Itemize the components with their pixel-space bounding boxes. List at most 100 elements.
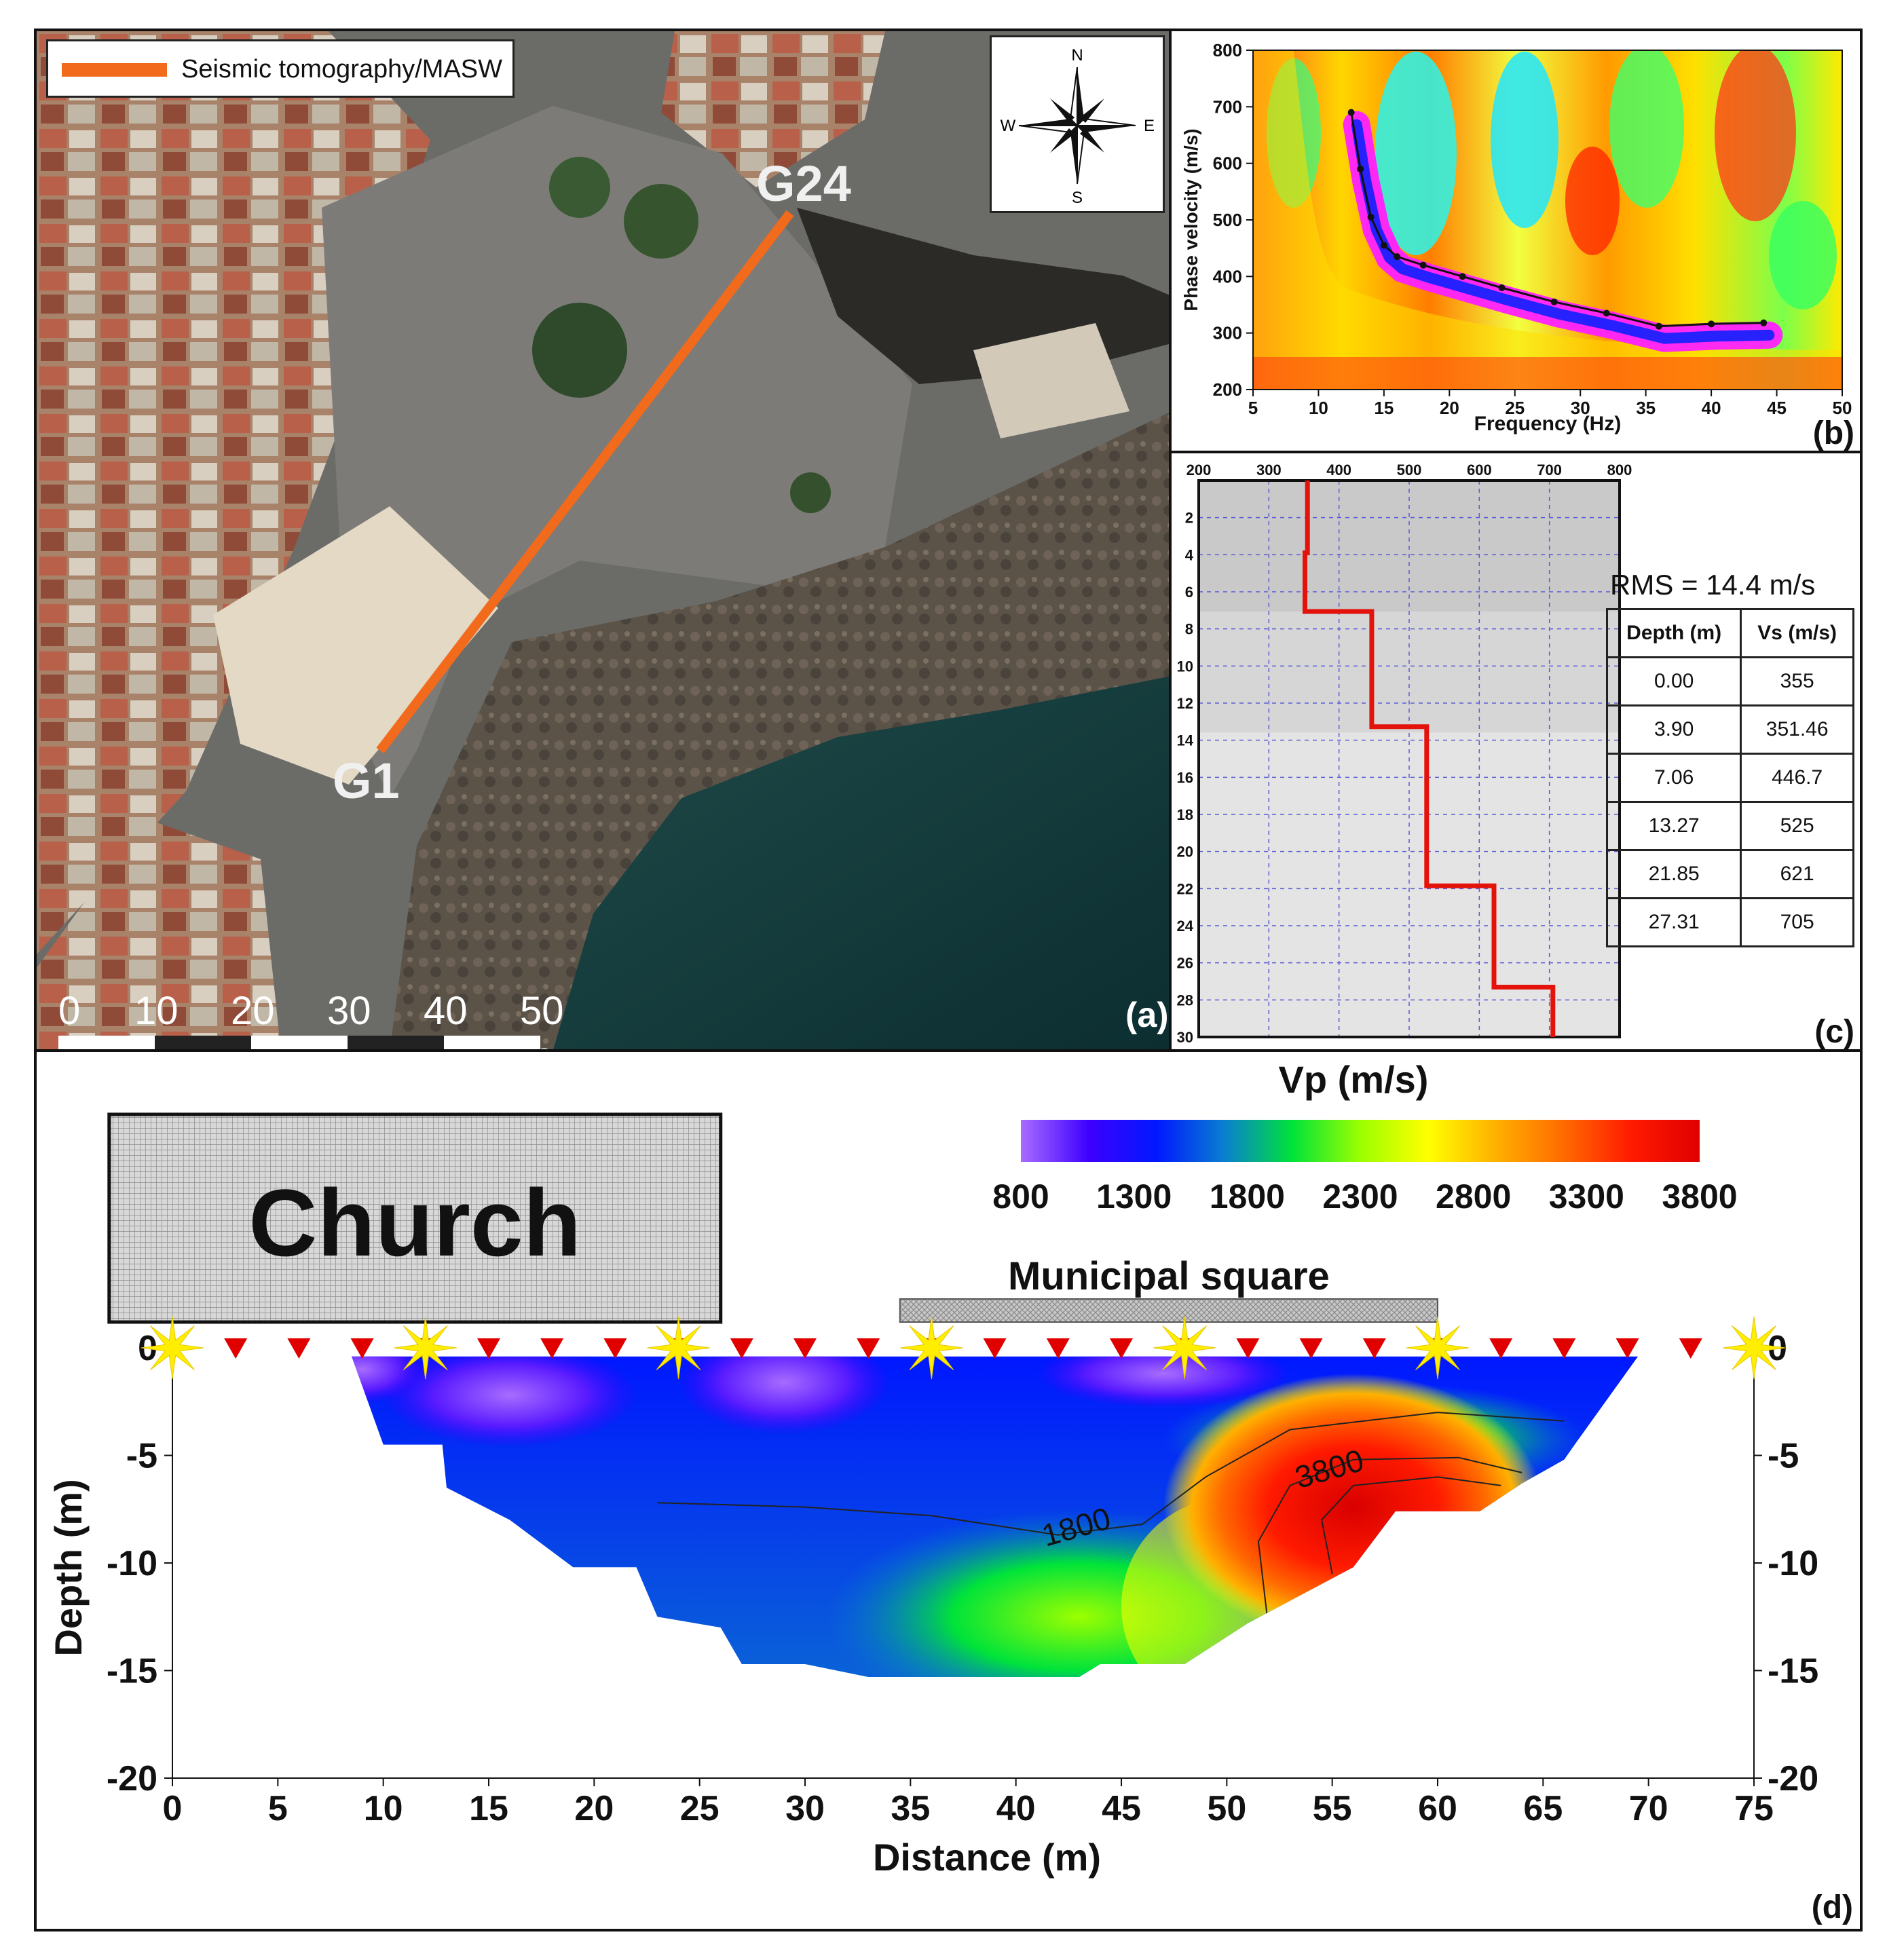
panel-label-c: (c) <box>1814 1014 1854 1050</box>
municipal-square-label: Municipal square <box>1008 1254 1330 1298</box>
tomogram-axes: 05101520253035404550556065707500-5-5-10-… <box>107 1329 1818 1828</box>
geophone-triangle-icon <box>730 1338 753 1359</box>
aerial-image <box>37 31 1172 1052</box>
x-tick-label: 35 <box>891 1789 930 1828</box>
panel-label-b: (b) <box>1812 415 1854 451</box>
legend-swatch <box>62 63 167 77</box>
x-tick-label: 15 <box>469 1789 508 1828</box>
x-tick-label: 400 <box>1326 461 1351 478</box>
panel-b-dispersion: 5 10 15 20 25 30 35 40 45 50 200 300 400 500 600 700 800… <box>1169 29 1863 456</box>
y-tick-label: 200 <box>1213 379 1242 400</box>
x-tick-label: 40 <box>996 1789 1036 1828</box>
geophone-triangle-icon <box>1679 1338 1702 1359</box>
x-tick-label: 50 <box>1833 398 1852 418</box>
y-tick-label: 12 <box>1177 695 1193 712</box>
tomogram-xlabel: Distance (m) <box>873 1836 1101 1879</box>
panel-a-map: Seismic tomography/MASW N S W E <box>34 29 1174 1078</box>
x-tick-label: 35 <box>1636 398 1656 418</box>
x-tick-label: 10 <box>364 1789 403 1828</box>
table-cell: 621 <box>1740 849 1854 899</box>
y-tick-label: 300 <box>1213 323 1242 343</box>
y-tick-label: 400 <box>1213 266 1242 286</box>
shot-star-icon <box>141 1316 204 1380</box>
table-cell: 13.27 <box>1605 801 1742 851</box>
y-tick-label: -20 <box>107 1759 157 1798</box>
y-tick-label: 20 <box>1177 844 1193 861</box>
table-cell: 7.06 <box>1605 753 1742 803</box>
geophone-triangle-icon <box>287 1338 311 1359</box>
y-tick-label: 16 <box>1177 769 1193 786</box>
colorbar-tick-label: 800 <box>992 1177 1049 1215</box>
x-tick-label: 0 <box>163 1789 183 1828</box>
geophone-triangle-icon <box>1110 1338 1133 1359</box>
x-tick-label: 700 <box>1537 461 1562 478</box>
table-cell: 351.46 <box>1740 704 1854 755</box>
scale-label: 30 <box>327 989 371 1033</box>
colorbar-ticks: 800 1300 1800 2300 2800 3300 3800 <box>992 1177 1737 1215</box>
x-tick-label: 20 <box>574 1789 614 1828</box>
x-tick-label: 40 <box>1702 398 1721 418</box>
compass-rose: N S W E <box>990 35 1165 213</box>
dispersion-point <box>1459 273 1466 280</box>
x-tick-label: 10 <box>1309 398 1328 418</box>
y-tick-label: 30 <box>1177 1029 1193 1046</box>
table-cell: 355 <box>1740 656 1854 706</box>
geophone-triangle-icon <box>793 1338 817 1359</box>
y-tick-label: 800 <box>1213 40 1242 60</box>
table-row: 27.31 705 <box>1605 897 1854 947</box>
survey-line-layer: G24 G1 <box>333 155 851 809</box>
shot-star-icon <box>394 1316 457 1380</box>
compass-star-icon <box>1018 67 1136 185</box>
x-tick-label: 45 <box>1102 1789 1141 1828</box>
colorbar-tick-label: 3800 <box>1662 1177 1737 1215</box>
table-row: 0.00 355 <box>1605 656 1854 706</box>
geophone-triangle-icon <box>540 1338 564 1359</box>
x-tick-label: 15 <box>1374 398 1394 418</box>
y-tick-label: -15 <box>107 1652 157 1691</box>
church-block <box>107 1112 723 1324</box>
shot-markers <box>141 1316 1786 1380</box>
table-header-row: Depth (m) Vs (m/s) <box>1605 608 1854 658</box>
x-tick-label: 50 <box>1207 1789 1246 1828</box>
geophone-triangle-icon <box>224 1338 248 1359</box>
y-tick-label: 18 <box>1177 806 1193 823</box>
y-tick-label: 500 <box>1213 210 1242 230</box>
panel-label-d: (d) <box>1811 1889 1853 1925</box>
geophone-triangle-icon <box>1489 1338 1513 1359</box>
y-tick-label: -5 <box>126 1437 157 1476</box>
y-tick-label: 600 <box>1213 153 1242 174</box>
y-tick-label: 700 <box>1213 96 1242 117</box>
compass-s: S <box>1072 189 1083 207</box>
colorbar-tick-label: 2800 <box>1436 1177 1511 1215</box>
legend-label: Seismic tomography/MASW <box>181 55 503 83</box>
colorbar-tick-label: 1300 <box>1096 1177 1172 1215</box>
geophone-triangle-icon <box>1615 1338 1639 1359</box>
y-tick-label: 8 <box>1185 621 1193 638</box>
dispersion-point <box>1708 320 1715 328</box>
dispersion-point <box>1760 319 1768 326</box>
x-tick-label: 65 <box>1523 1789 1563 1828</box>
dispersion-point <box>1380 242 1387 249</box>
y-tick-label: 14 <box>1177 732 1194 749</box>
municipal-square-block <box>899 1298 1439 1323</box>
geophone-triangle-icon <box>983 1338 1007 1359</box>
dispersion-ylabel: Phase velocity (m/s) <box>1180 128 1201 311</box>
colorbar-tick-label: 1800 <box>1210 1177 1285 1215</box>
scale-label: 0 <box>58 989 81 1033</box>
scale-label: 20 <box>231 989 275 1033</box>
y-tick-label: 22 <box>1177 880 1193 897</box>
table-header: Depth (m) <box>1605 608 1742 658</box>
y-tick-label: 28 <box>1177 992 1193 1009</box>
dispersion-heatmap <box>1253 50 1842 390</box>
table-cell: 525 <box>1740 801 1854 851</box>
x-tick-label: 600 <box>1467 461 1492 478</box>
seismic-line <box>376 210 794 754</box>
x-tick-label: 800 <box>1607 461 1632 478</box>
geophone-triangle-icon <box>1362 1338 1386 1359</box>
compass-n: N <box>1071 46 1083 64</box>
x-tick-label: 25 <box>1505 398 1525 418</box>
table-cell: 0.00 <box>1605 656 1742 706</box>
x-tick-label: 5 <box>1248 398 1258 418</box>
church-label: Church <box>248 1169 581 1276</box>
dispersion-point <box>1347 109 1355 116</box>
